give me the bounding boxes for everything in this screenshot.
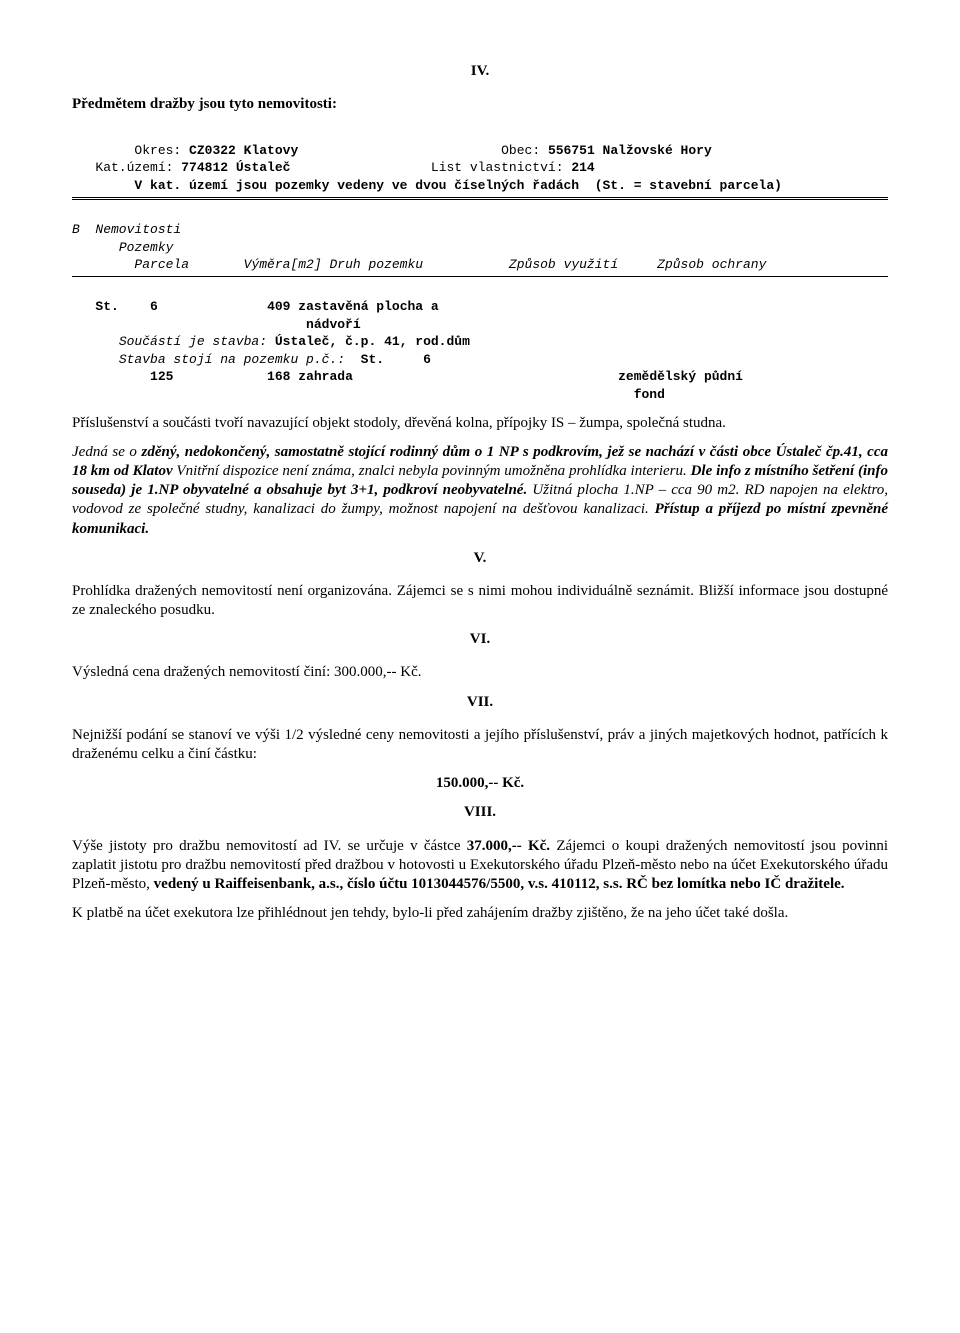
cad-stavba: Stavba stojí na pozemku p.č.: St. 6 xyxy=(72,352,431,367)
cad-line2: Kat.území: 774812 Ústaleč List vlastnict… xyxy=(72,160,595,175)
section-viii-p1: Výše jistoty pro dražbu nemovitostí ad I… xyxy=(72,837,888,895)
divider-thick xyxy=(72,197,888,200)
section-iv-para1: Příslušenství a součásti tvoří navazujíc… xyxy=(72,414,888,433)
cad-row1: St. 6 409 zastavěná plocha a xyxy=(72,299,439,314)
cad-cols: Parcela Výměra[m2] Druh pozemku Způsob v… xyxy=(72,257,766,272)
cad-line3: V kat. území jsou pozemky vedeny ve dvou… xyxy=(72,178,782,193)
section-vi-text: Výsledná cena dražených nemovitostí činí… xyxy=(72,663,888,682)
cad-sub1: Pozemky xyxy=(72,240,173,255)
cad-row2: 125 168 zahrada zemědělský půdní xyxy=(72,369,743,384)
cad-soucasti: Součástí je stavba: Ústaleč, č.p. 41, ro… xyxy=(72,334,470,349)
section-vii-number: VII. xyxy=(72,693,888,712)
cad-row2b: fond xyxy=(72,387,665,402)
divider-thin xyxy=(72,276,888,277)
section-viii-number: VIII. xyxy=(72,803,888,822)
section-vii-amount: 150.000,-- Kč. xyxy=(72,774,888,793)
cad-b-block: B Nemovitosti Pozemky Parcela Výměra[m2]… xyxy=(72,204,888,274)
cad-row1b: nádvoří xyxy=(72,317,361,332)
cad-b-label: B Nemovitosti xyxy=(72,222,181,237)
section-iv-para2: Jedná se o zděný, nedokončený, samostatn… xyxy=(72,443,888,539)
section-vii-text: Nejnižší podání se stanoví ve výši 1/2 v… xyxy=(72,726,888,764)
section-iv-number: IV. xyxy=(72,62,888,81)
section-iv-heading: Předmětem dražby jsou tyto nemovitosti: xyxy=(72,95,888,114)
cadastral-block: Okres: CZ0322 Klatovy Obec: 556751 Nalžo… xyxy=(72,124,888,194)
section-vi-number: VI. xyxy=(72,630,888,649)
section-viii-p2: K platbě na účet exekutora lze přihlédno… xyxy=(72,904,888,923)
section-v-text: Prohlídka dražených nemovitostí není org… xyxy=(72,582,888,620)
cad-line1: Okres: CZ0322 Klatovy Obec: 556751 Nalžo… xyxy=(72,143,712,158)
section-v-number: V. xyxy=(72,549,888,568)
cad-rows: St. 6 409 zastavěná plocha a nádvoří Sou… xyxy=(72,281,888,404)
